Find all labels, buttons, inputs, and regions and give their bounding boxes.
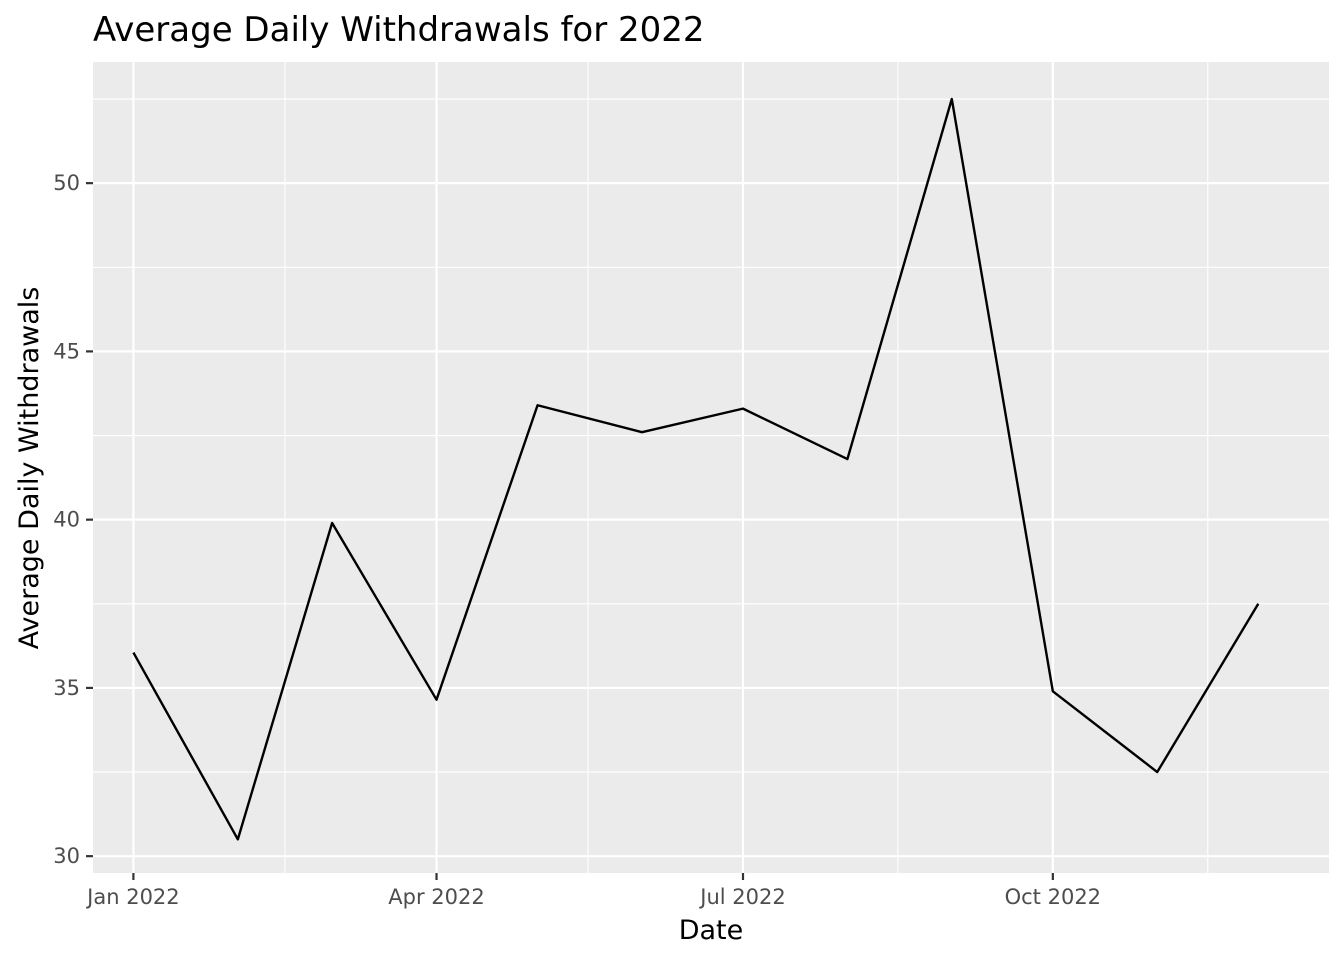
x-tick-label: Apr 2022 — [388, 885, 484, 909]
x-tick-label: Jan 2022 — [85, 885, 180, 909]
x-axis-title: Date — [679, 915, 744, 946]
major-gridlines — [93, 62, 1329, 873]
plot-panel — [93, 62, 1329, 873]
chart-title: Average Daily Withdrawals for 2022 — [93, 10, 705, 50]
minor-gridlines — [93, 62, 1329, 873]
y-axis: 30 35 40 45 50 — [53, 171, 93, 868]
y-tick-label: 45 — [53, 339, 80, 363]
x-tick-label: Jul 2022 — [698, 885, 785, 909]
y-tick-label: 30 — [53, 844, 80, 868]
y-axis-title: Average Daily Withdrawals — [14, 287, 45, 650]
y-tick-label: 35 — [53, 676, 80, 700]
series-line-0 — [132, 97, 1260, 841]
y-tick-label: 40 — [53, 508, 80, 532]
x-axis: Jan 2022 Apr 2022 Jul 2022 Oct 2022 — [85, 873, 1101, 909]
x-tick-label: Oct 2022 — [1005, 885, 1101, 909]
y-tick-label: 50 — [53, 171, 80, 195]
series-layer — [132, 97, 1260, 841]
